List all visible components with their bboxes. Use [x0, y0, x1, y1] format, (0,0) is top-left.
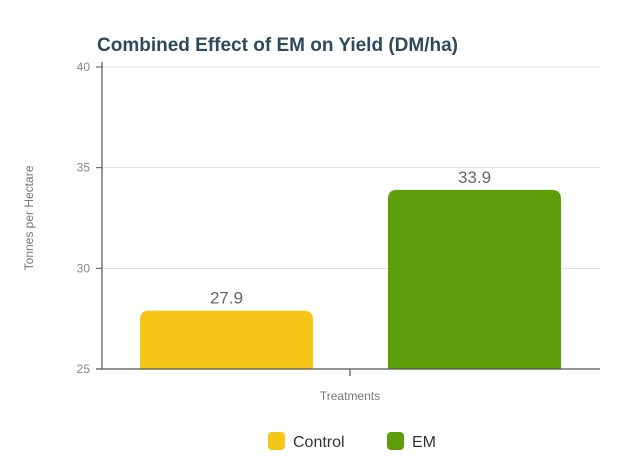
chart-title: Combined Effect of EM on Yield (DM/ha)	[97, 35, 458, 56]
y-tick-label: 35	[77, 161, 91, 175]
bar-control	[140, 310, 313, 369]
y-tick-label: 25	[77, 362, 91, 376]
y-tick-label: 30	[77, 261, 91, 275]
y-tick-label: 40	[77, 60, 91, 74]
legend-swatch-control	[268, 432, 285, 450]
bar-em	[388, 189, 561, 369]
legend-label-control[interactable]: Control	[293, 434, 345, 451]
y-axis-label: Tonnes per Hectare	[22, 165, 36, 270]
data-label-control: 27.9	[210, 289, 243, 308]
legend-label-em[interactable]: EM	[412, 434, 436, 451]
x-axis-label: Treatments	[320, 389, 380, 403]
legend-swatch-em	[387, 432, 404, 450]
data-label-em: 33.9	[458, 168, 491, 187]
